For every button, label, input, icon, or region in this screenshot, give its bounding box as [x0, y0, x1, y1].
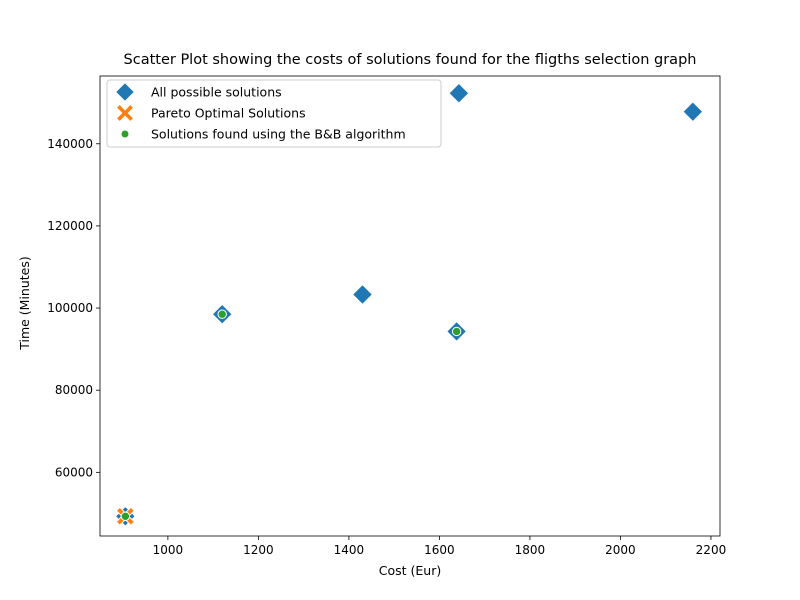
data-point: [448, 82, 470, 105]
x-tick-label: 1800: [515, 543, 546, 557]
x-tick-label: 1200: [243, 543, 274, 557]
y-tick-label: 60000: [55, 465, 93, 479]
legend-entry-label: Solutions found using the B&B algorithm: [151, 127, 406, 142]
data-point: [120, 511, 131, 521]
plot-frame: [99, 75, 721, 537]
y-tick-label: 80000: [55, 383, 93, 397]
legend-marker: [114, 81, 136, 103]
data-point: [681, 100, 704, 123]
y-axis-label: Time (Minutes): [17, 256, 32, 351]
legend-entry-label: Pareto Optimal Solutions: [151, 106, 306, 121]
legend: All possible solutions Pareto Optimal Sol…: [106, 79, 442, 148]
data-point: [217, 309, 227, 319]
data-point: [451, 326, 462, 337]
legend-marker: [120, 129, 130, 139]
y-tick-label: 100000: [47, 301, 93, 315]
plot-area: 1000 1200 1400 1600 1800 2000 2200 60000 80000 10…: [47, 75, 727, 557]
data-point: [351, 283, 374, 306]
y-tick-label: 140000: [47, 137, 93, 151]
x-tick-label: 1400: [334, 543, 365, 557]
legend-box: [106, 79, 442, 148]
x-tick-label: 2200: [696, 543, 727, 557]
x-axis-label: Cost (Eur): [379, 563, 441, 578]
x-tick-label: 2000: [605, 543, 636, 557]
y-tick-label: 120000: [47, 219, 93, 233]
x-tick-label: 1000: [153, 543, 184, 557]
legend-marker: [115, 103, 135, 123]
x-tick-label: 1600: [424, 543, 455, 557]
chart-title: Scatter Plot showing the costs of soluti…: [124, 52, 697, 68]
legend-entry-label: All possible solutions: [151, 85, 282, 100]
